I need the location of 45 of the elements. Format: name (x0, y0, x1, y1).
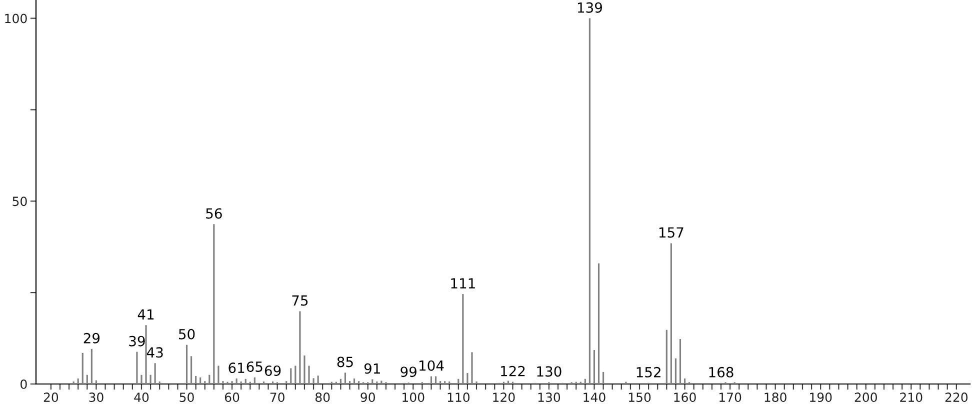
annotation: 69 (264, 365, 281, 376)
x-tick-label: 30 (89, 392, 104, 402)
x-tick-label: 50 (180, 392, 194, 402)
annotation: 29 (84, 332, 100, 344)
annotation: 168 (709, 366, 734, 378)
x-tick-label: 40 (134, 392, 149, 402)
annotation: 130 (537, 366, 562, 377)
x-tick-label: 60 (224, 392, 240, 402)
annotation: 43 (146, 347, 163, 358)
annotation: 75 (292, 295, 308, 306)
x-tick-label: 190 (810, 392, 832, 402)
x-tick-label: 110 (448, 392, 470, 402)
x-tick-label: 70 (270, 392, 284, 402)
x-tick-label: 210 (900, 392, 922, 402)
annotation: 139 (578, 2, 602, 13)
annotation: 157 (659, 227, 684, 238)
x-tick-label: 170 (719, 392, 742, 402)
x-tick-label: 140 (584, 392, 606, 402)
x-tick-label: 150 (628, 392, 651, 402)
x-tick-label: 100 (402, 392, 424, 402)
x-tick-label: 160 (674, 392, 696, 402)
annotation: 122 (501, 366, 525, 376)
x-tick-label: 120 (493, 392, 515, 402)
x-tick-label: 130 (538, 392, 560, 402)
x-tick-label: 180 (764, 392, 786, 402)
annotation: 61 (228, 362, 244, 374)
annotation: 111 (451, 278, 475, 288)
annotation: 104 (420, 360, 444, 371)
annotation: 41 (138, 309, 154, 320)
annotation: 65 (246, 361, 262, 372)
x-tick-label: 200 (854, 392, 877, 402)
y-tick-label: 100 (5, 14, 27, 24)
annotation: 91 (364, 363, 380, 374)
annotation: 99 (400, 366, 416, 378)
annotation: 39 (129, 336, 145, 346)
annotation: 50 (178, 328, 195, 340)
x-tick-label: 90 (360, 392, 375, 402)
x-tick-label: 20 (44, 392, 58, 402)
x-tick-label: 220 (945, 392, 968, 402)
annotation: 56 (206, 208, 222, 219)
annotation: 85 (337, 356, 353, 368)
x-tick-label: 80 (315, 392, 330, 402)
y-tick-label: 0 (20, 379, 27, 389)
y-tick-label: 50 (12, 196, 27, 206)
annotation: 152 (636, 366, 660, 378)
